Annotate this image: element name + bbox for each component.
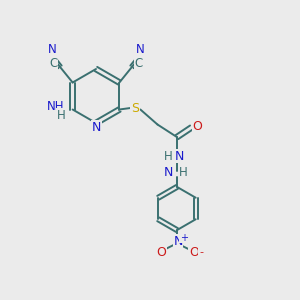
Text: O: O (156, 245, 166, 259)
Text: H: H (164, 149, 173, 163)
Text: S: S (131, 101, 139, 115)
Text: O: O (192, 119, 202, 133)
Text: +: + (180, 233, 188, 243)
Text: N: N (164, 166, 173, 179)
Text: H: H (57, 109, 66, 122)
Text: O: O (189, 245, 199, 259)
Text: NH: NH (47, 100, 65, 113)
Text: N: N (92, 121, 101, 134)
Text: N: N (135, 43, 144, 56)
Text: H: H (179, 166, 188, 179)
Text: N: N (173, 235, 183, 248)
Text: N: N (48, 43, 57, 56)
Text: N: N (175, 149, 184, 163)
Text: C: C (134, 57, 143, 70)
Text: -: - (199, 247, 203, 257)
Text: C: C (49, 57, 58, 70)
